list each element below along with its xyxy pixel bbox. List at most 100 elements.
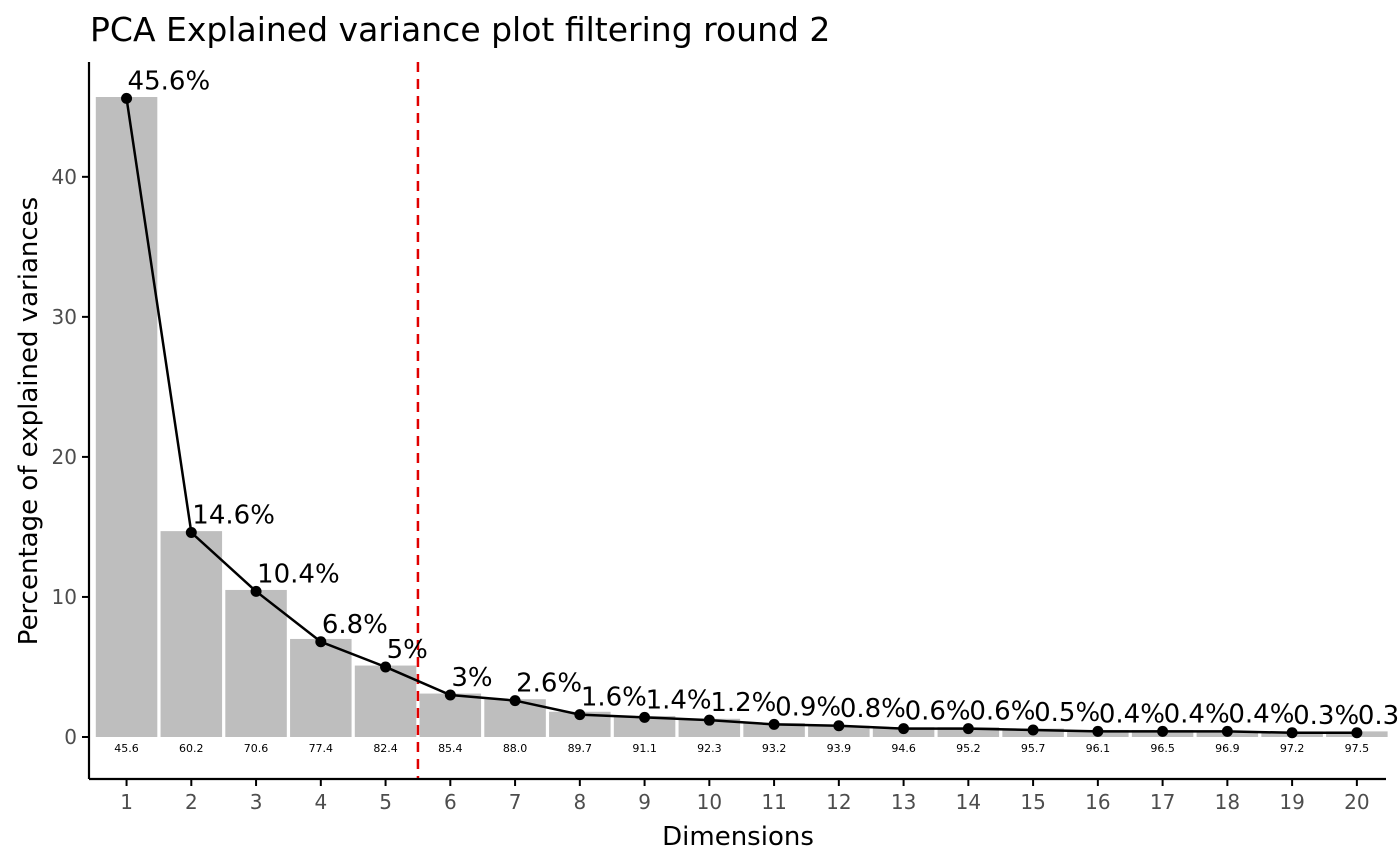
x-tick-label-1: 1 — [120, 790, 133, 814]
bar-dim-5 — [354, 665, 417, 737]
point-label-dim-5: 5% — [387, 635, 428, 665]
x-axis-title: Dimensions — [662, 822, 814, 852]
point-dim-5 — [380, 661, 392, 673]
cumulative-label-dim-14: 95.2 — [956, 742, 981, 755]
point-label-dim-11: 0.9% — [775, 692, 841, 722]
cumulative-label-dim-4: 77.4 — [309, 742, 334, 755]
point-label-dim-16: 0.4% — [1099, 699, 1165, 729]
bar-dim-4 — [290, 638, 352, 737]
cumulative-label-dim-9: 91.1 — [632, 742, 657, 755]
point-label-dim-4: 6.8% — [322, 610, 388, 640]
x-tick-label-5: 5 — [379, 790, 392, 814]
cumulative-label-dim-8: 89.7 — [568, 742, 593, 755]
x-tick-label-3: 3 — [250, 790, 263, 814]
bars-layer — [95, 97, 1388, 737]
cumulative-label-dim-17: 96.5 — [1150, 742, 1175, 755]
point-label-dim-7: 2.6% — [516, 669, 582, 699]
point-label-dim-13: 0.6% — [905, 697, 971, 727]
point-label-dim-17: 0.4% — [1164, 699, 1230, 729]
point-label-dim-10: 1.2% — [710, 688, 776, 718]
y-tick-label-10: 10 — [52, 585, 77, 609]
x-tick-label-15: 15 — [1020, 790, 1045, 814]
y-axis-title: Percentage of explained variances — [14, 197, 44, 645]
cumulative-label-dim-13: 94.6 — [891, 742, 916, 755]
point-dim-11 — [768, 718, 780, 730]
x-tick-label-20: 20 — [1344, 790, 1369, 814]
point-label-dim-9: 1.4% — [646, 685, 712, 715]
point-dim-20 — [1351, 727, 1363, 739]
y-tick-label-30: 30 — [52, 305, 77, 329]
cumulative-label-dim-1: 45.6 — [114, 742, 139, 755]
x-tick-label-19: 19 — [1279, 790, 1304, 814]
chart-title: PCA Explained variance plot filtering ro… — [90, 10, 830, 49]
point-label-dim-6: 3% — [451, 663, 492, 693]
cumulative-label-dim-19: 97.2 — [1280, 742, 1305, 755]
point-dim-6 — [444, 689, 456, 701]
cumulative-label-dim-10: 92.3 — [697, 742, 722, 755]
points-layer — [121, 92, 1363, 739]
point-dim-10 — [703, 714, 715, 726]
cumulative-label-dim-20: 97.5 — [1345, 742, 1370, 755]
bar-dim-11 — [743, 722, 805, 737]
point-dim-7 — [509, 695, 521, 707]
point-dim-13 — [898, 723, 910, 735]
x-tick-label-16: 16 — [1085, 790, 1110, 814]
point-dim-4 — [315, 636, 327, 648]
point-dim-19 — [1286, 727, 1298, 739]
bar-dim-9 — [613, 715, 676, 737]
point-label-dim-8: 1.6% — [581, 683, 647, 713]
cumulative-label-dim-15: 95.7 — [1021, 742, 1046, 755]
cumulative-label-dim-6: 85.4 — [438, 742, 463, 755]
point-label-dim-15: 0.5% — [1034, 698, 1100, 728]
cumulative-label-dim-7: 88.0 — [503, 742, 528, 755]
point-label-dim-19: 0.3% — [1293, 701, 1359, 731]
point-dim-16 — [1092, 725, 1104, 737]
x-tick-label-13: 13 — [891, 790, 916, 814]
x-tick-label-12: 12 — [826, 790, 851, 814]
point-dim-3 — [250, 585, 262, 597]
point-label-dim-3: 10.4% — [257, 559, 340, 589]
x-tick-label-7: 7 — [509, 790, 522, 814]
x-tick-label-10: 10 — [697, 790, 722, 814]
x-tick-label-11: 11 — [761, 790, 786, 814]
x-tick-label-9: 9 — [638, 790, 651, 814]
point-dim-1 — [121, 92, 133, 104]
cumulative-label-dim-18: 96.9 — [1215, 742, 1240, 755]
point-label-dim-20: 0.3 — [1358, 701, 1399, 731]
variance-line — [125, 98, 1357, 735]
point-label-dim-12: 0.8% — [840, 694, 906, 724]
point-label-dim-2: 14.6% — [192, 501, 275, 531]
point-dim-14 — [962, 723, 974, 735]
cumulative-label-dim-11: 93.2 — [762, 742, 787, 755]
x-tick-label-18: 18 — [1215, 790, 1240, 814]
point-label-dim-1: 45.6% — [128, 66, 211, 96]
y-tick-label-40: 40 — [52, 165, 77, 189]
cumulative-label-dim-12: 93.9 — [827, 742, 852, 755]
bar-dim-6 — [419, 693, 482, 737]
cumulative-label-dim-16: 96.1 — [1086, 742, 1111, 755]
bar-dim-3 — [225, 589, 287, 737]
point-labels-layer: 45.6%14.6%10.4%6.8%5%3% 2.6%1.6%1.4%1.2%0… — [128, 66, 1400, 730]
point-dim-15 — [1027, 724, 1039, 736]
x-tick-label-6: 6 — [444, 790, 457, 814]
x-tick-label-8: 8 — [573, 790, 586, 814]
point-dim-17 — [1157, 725, 1169, 737]
x-tick-label-14: 14 — [956, 790, 981, 814]
bar-dim-12 — [808, 725, 870, 737]
x-tick-label-2: 2 — [185, 790, 198, 814]
y-tick-label-0: 0 — [64, 725, 77, 749]
point-dim-18 — [1221, 725, 1233, 737]
bar-dim-10 — [678, 718, 741, 737]
x-tick-label-4: 4 — [314, 790, 327, 814]
cumulative-labels-layer: 45.6 60.2 70.6 77.4 82.4 85.4 88.0 89.7 91.1 92.3… — [114, 742, 1369, 755]
point-label-dim-14: 0.6% — [969, 697, 1035, 727]
point-dim-9 — [639, 711, 651, 723]
point-dim-8 — [574, 709, 586, 721]
x-tick-label-17: 17 — [1150, 790, 1175, 814]
cumulative-label-dim-3: 70.6 — [244, 742, 269, 755]
y-tick-label-20: 20 — [52, 445, 77, 469]
cumulative-label-dim-2: 60.2 — [179, 742, 204, 755]
cumulative-label-dim-5: 82.4 — [373, 742, 398, 755]
